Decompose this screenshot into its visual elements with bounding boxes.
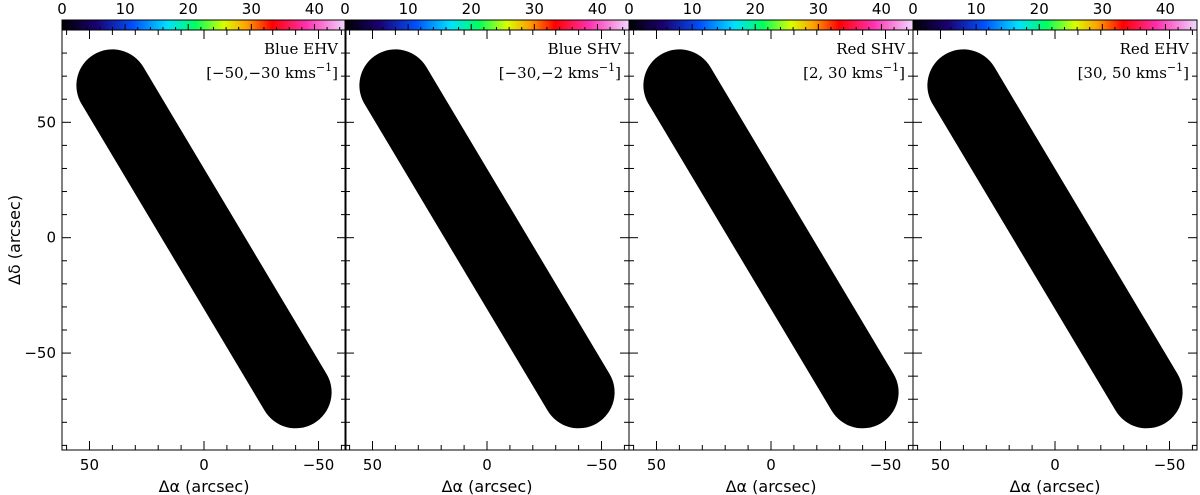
panel-title: Blue EHV [264,40,339,58]
colorbar-tick-label: 30 [525,0,544,18]
x-tick-label: 0 [1050,456,1060,474]
panel-title: Red SHV [836,40,906,58]
y-tick-label: 0 [46,229,56,247]
velocity-range-close: ] [1183,64,1189,82]
map-area-red-shv [643,49,899,429]
x-tick-label: 0 [482,456,492,474]
x-axis-title: Δα (arcsec) [726,477,817,495]
velocity-range-text: [−50,−30 kms [206,64,316,82]
velocity-range-text: [−30,−2 kms [499,64,599,82]
colorbar-tick-label: 0 [340,0,350,18]
x-tick-label: −50 [870,456,902,474]
x-tick-label: −50 [1154,456,1186,474]
colorbar-tick-label: 10 [967,0,986,18]
colorbar-tick-label: 0 [624,0,634,18]
x-tick-label: −50 [586,456,618,474]
x-tick-label: 0 [199,456,209,474]
velocity-range-close: ] [615,64,621,82]
colorbar-red-ehv: 0 10 20 30 40 [908,0,1198,31]
colorbar-tick-label: 30 [1093,0,1112,18]
map-footprint [76,49,332,429]
colorbar-tick-label: 10 [683,0,702,18]
colorbar-tick-label: 0 [57,0,67,18]
panel-title: Red EHV [1120,40,1191,58]
x-tick-label: 50 [80,456,99,474]
panel-velocity-range: [30, 50 kms−1] [1078,61,1189,82]
velocity-unit-exponent: −1 [883,61,899,74]
velocity-range-close: ] [899,64,905,82]
colorbar-tick-label: 40 [872,0,891,18]
panel-velocity-range: [−30,−2 kms−1] [499,61,621,82]
colorbar-red-shv: 0 10 20 30 40 [624,0,914,31]
panel-title: Blue SHV [548,40,622,58]
panel-velocity-range: [2, 30 kms−1] [803,61,905,82]
velocity-unit-exponent: −1 [1167,61,1183,74]
map-footprint [927,49,1183,429]
colorbar-tick-label: 30 [242,0,261,18]
panel-velocity-range: [−50,−30 kms−1] [206,61,338,82]
colorbar-gradient [628,19,914,31]
colorbar-tick-label: 10 [116,0,135,18]
x-axis-title: Δα (arcsec) [159,477,250,495]
colorbar-gradient [912,19,1198,31]
x-tick-label: 0 [766,456,776,474]
panel-red-shv: 0 10 20 30 40 50 0 −50 Red SHV [2, 30 kms−1] Δα (a… [624,0,914,495]
x-tick-label: 50 [363,456,382,474]
velocity-unit-exponent: −1 [599,61,615,74]
panel-red-ehv: 0 10 20 30 40 50 0 −50 Red EHV [30, 50 kms−1] Δα (… [908,0,1198,495]
colorbar-tick-label: 10 [399,0,418,18]
x-tick-label: −50 [303,456,335,474]
y-tick-label: 50 [37,113,56,131]
colorbar-tick-label: 40 [305,0,324,18]
x-tick-label: 50 [647,456,666,474]
colorbar-blue-shv: 0 10 20 30 40 [340,0,630,31]
x-axis-title: Δα (arcsec) [442,477,533,495]
map-area-blue-ehv [76,49,332,429]
colorbar-gradient [344,19,630,31]
colorbar-tick-label: 0 [908,0,918,18]
panel-blue-shv: 0 10 20 30 40 50 0 −50 Blue SHV [−30,−2 kms−1] Δα … [340,0,630,495]
colorbar-tick-label: 30 [809,0,828,18]
y-axis-title: Δδ (arcsec) [5,195,24,285]
x-tick-label: 50 [931,456,950,474]
velocity-range-text: [2, 30 kms [803,64,883,82]
x-axis-title: Δα (arcsec) [1010,477,1101,495]
velocity-unit-exponent: −1 [316,61,332,74]
panel-blue-ehv: 0 10 20 30 40 50 0 −50 50 0 −50 Blue EHV [−50,−30 km… [5,0,347,495]
colorbar-tick-label: 20 [1030,0,1049,18]
map-footprint [359,49,615,429]
map-area-blue-shv [359,49,615,429]
colorbar-blue-ehv: 0 10 20 30 40 [57,0,347,31]
velocity-range-text: [30, 50 kms [1078,64,1167,82]
colorbar-tick-label: 40 [1156,0,1175,18]
colorbar-tick-label: 20 [746,0,765,18]
map-footprint [643,49,899,429]
colorbar-tick-label: 20 [462,0,481,18]
map-area-red-ehv [927,49,1183,429]
colorbar-tick-label: 40 [588,0,607,18]
colorbar-tick-label: 20 [179,0,198,18]
y-tick-label: −50 [24,344,56,362]
colorbar-gradient [61,19,347,31]
velocity-range-close: ] [332,64,338,82]
